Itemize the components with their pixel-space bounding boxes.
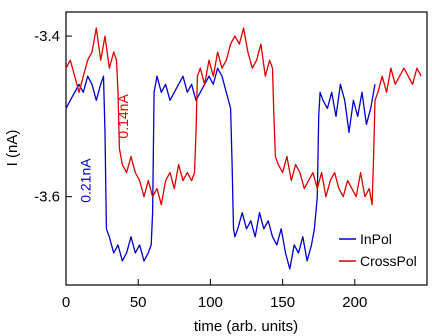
x-tick-label: 50 [130, 294, 147, 311]
legend-label-crosspol: CrossPol [360, 253, 417, 269]
series-line-inpol [65, 67, 376, 270]
x-tick-label: 0 [62, 294, 70, 311]
annotations: 0.21nA 0.14nA [78, 94, 132, 203]
series-line-crosspol [65, 27, 422, 206]
x-tick-label: 100 [198, 294, 223, 311]
annotation-label-1: 0.14nA [115, 94, 131, 139]
plot-frame [65, 11, 428, 286]
series-layer [65, 27, 422, 270]
x-tick-label: 150 [270, 294, 295, 311]
legend: InPol CrossPol [339, 231, 417, 269]
x-axis-label: time (arb. units) [194, 318, 298, 335]
y-tick-label: -3.6 [34, 189, 60, 206]
y-tick-label: -3.4 [34, 28, 60, 45]
x-axis: 0 50 100 150 200 [62, 279, 367, 311]
y-axis: -3.4 -3.6 [34, 28, 72, 206]
x-tick-label: 200 [342, 294, 367, 311]
legend-label-inpol: InPol [360, 231, 392, 247]
annotation-label-0: 0.21nA [78, 158, 94, 203]
y-axis-label: I (nA) [4, 130, 21, 167]
